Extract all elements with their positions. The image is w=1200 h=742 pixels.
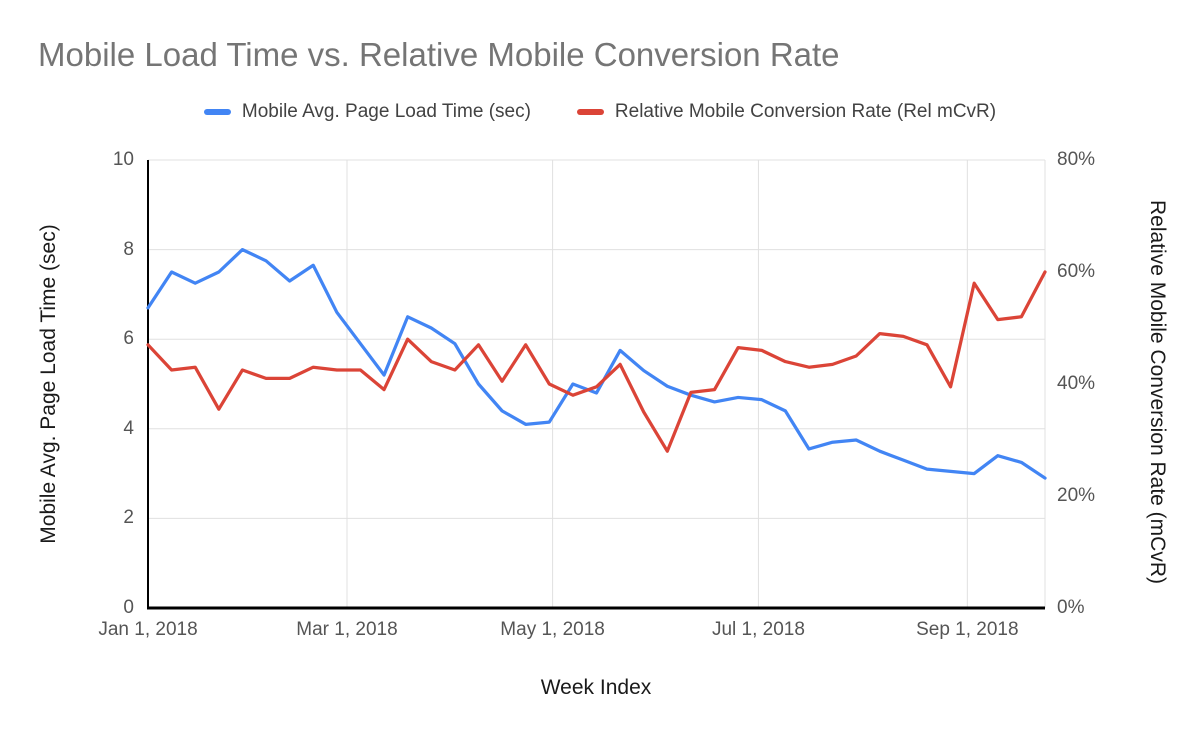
chart-title: Mobile Load Time vs. Relative Mobile Con… bbox=[38, 36, 840, 73]
y-right-tick-label: 0% bbox=[1057, 597, 1085, 618]
y-left-tick-label: 4 bbox=[123, 417, 134, 439]
x-tick-label: May 1, 2018 bbox=[500, 619, 605, 640]
x-tick-label: Jan 1, 2018 bbox=[98, 619, 198, 640]
x-axis-title: Week Index bbox=[540, 676, 652, 699]
y-right-tick-label: 40% bbox=[1057, 373, 1096, 394]
y-left-tick-label: 0 bbox=[123, 597, 134, 618]
x-tick-label: Sep 1, 2018 bbox=[916, 619, 1019, 640]
y-right-tick-label: 80% bbox=[1057, 149, 1096, 170]
legend-label-load-time: Mobile Avg. Page Load Time (sec) bbox=[241, 101, 531, 122]
legend-label-conversion-rate: Relative Mobile Conversion Rate (Rel mCv… bbox=[614, 101, 997, 122]
y-left-tick-label: 2 bbox=[123, 507, 134, 529]
legend-swatch-load-time-icon bbox=[203, 109, 231, 115]
legend-item-load-time: Mobile Avg. Page Load Time (sec) bbox=[203, 101, 531, 123]
y-right-axis-title: Relative Mobile Conversion Rate (mCvR) bbox=[1146, 200, 1169, 584]
x-tick-label: Jul 1, 2018 bbox=[711, 619, 805, 640]
y-left-axis-title: Mobile Avg. Page Load Time (sec) bbox=[37, 224, 60, 544]
legend-item-conversion-rate: Relative Mobile Conversion Rate (Rel mCv… bbox=[576, 101, 997, 123]
y-right-tick-label: 60% bbox=[1057, 261, 1096, 282]
y-left-tick-label: 10 bbox=[112, 149, 134, 170]
y-right-tick-label: 20% bbox=[1057, 485, 1096, 506]
legend-swatch-conversion-rate-icon bbox=[576, 109, 604, 115]
series-line-conversion-rate bbox=[146, 270, 1047, 453]
x-tick-label: Mar 1, 2018 bbox=[296, 619, 398, 640]
legend: Mobile Avg. Page Load Time (sec) Relativ… bbox=[0, 101, 1200, 123]
y-left-tick-label: 6 bbox=[123, 328, 134, 350]
y-left-tick-label: 8 bbox=[123, 238, 134, 260]
series-line-load-time bbox=[146, 247, 1047, 480]
